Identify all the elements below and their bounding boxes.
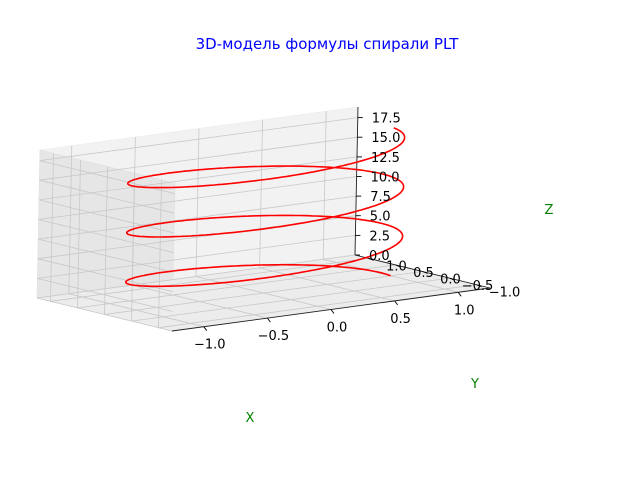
z-gridline	[38, 176, 357, 220]
y-gridline	[77, 264, 396, 309]
y-tick-label: 0.5	[413, 266, 434, 281]
y-gridline	[158, 284, 477, 329]
z-tick-label: 5.0	[370, 210, 391, 225]
z-gridline	[39, 117, 358, 161]
x-axis-label: X	[246, 411, 255, 426]
x-gridline	[195, 128, 200, 277]
x-tick-mark	[330, 309, 335, 314]
z-gridline	[39, 179, 175, 214]
y-tick-mark	[422, 271, 428, 274]
z-tick-label: 17.5	[372, 112, 401, 127]
y-gridline	[104, 271, 423, 315]
x-tick-label: −0.5	[258, 329, 290, 344]
y-gridline	[131, 173, 135, 322]
y-tick-mark	[476, 284, 482, 288]
x-tick-mark	[267, 317, 271, 323]
z-gridline	[38, 195, 357, 240]
z-gridline	[38, 199, 175, 234]
x-tick-mark	[203, 326, 208, 331]
chart-title: 3D-модель формулы спирали PLT	[196, 35, 460, 53]
x-gridline	[259, 119, 263, 268]
y-gridline	[104, 166, 108, 315]
y-gridline	[131, 277, 450, 322]
grid-lines	[36, 111, 477, 332]
z-axis-line	[354, 106, 359, 256]
y-axis-label: Y	[470, 377, 479, 392]
y-tick-label: 0.0	[440, 273, 461, 288]
x-gridline	[322, 111, 327, 260]
x-tick-mark	[394, 300, 398, 306]
z-tick-label: 7.5	[370, 190, 391, 205]
series-layer	[125, 127, 406, 288]
y-tick-label: 1.0	[386, 259, 407, 274]
z-tick-label: 2.5	[369, 229, 390, 244]
z-gridline	[39, 136, 358, 181]
y-tick-label: −1.0	[489, 286, 521, 301]
x-tick-label: 1.0	[454, 303, 475, 318]
y-gridline	[158, 179, 162, 328]
y-tick-mark	[449, 277, 455, 281]
z-tick-label: 15.0	[371, 131, 400, 146]
y-tick-mark	[395, 264, 401, 268]
y-tick-mark	[368, 257, 374, 261]
z-tick-label: 0.0	[369, 249, 390, 264]
helix-series-line	[125, 127, 406, 288]
x-tick-label: 0.0	[327, 321, 348, 336]
z-gridline	[38, 238, 174, 273]
y-tick-label: −0.5	[462, 279, 494, 294]
x-tick-label: 0.5	[390, 312, 411, 327]
z-axis-label: Z	[545, 203, 554, 218]
x-gridline	[68, 145, 73, 294]
z-tick-label: 10.0	[371, 171, 400, 186]
z-gridline	[36, 254, 356, 299]
z-gridline	[38, 219, 174, 253]
x-tick-mark	[457, 292, 462, 297]
tick-labels: −1.0−0.50.00.51.0−1.0−0.50.00.51.00.02.5…	[194, 112, 520, 353]
z-gridline	[36, 297, 173, 332]
z-gridline	[37, 278, 173, 312]
x-tick-label: −1.0	[194, 338, 226, 353]
z-tick-label: 12.5	[371, 151, 400, 166]
